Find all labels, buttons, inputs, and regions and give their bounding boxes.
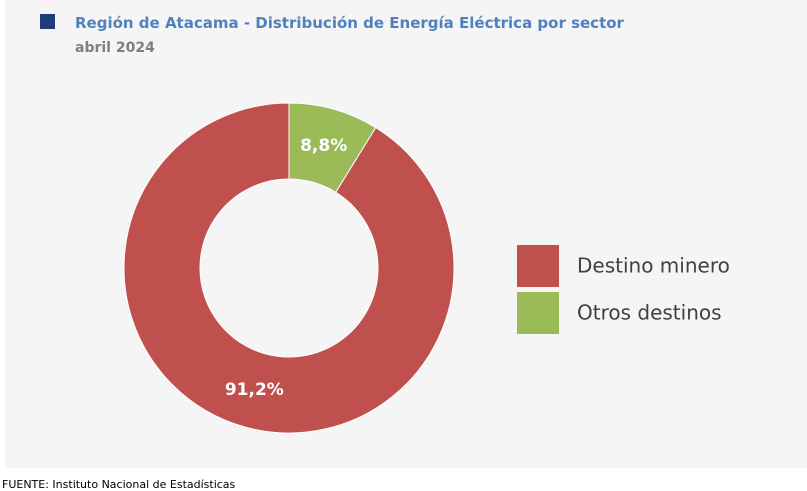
source-note: FUENTE: Instituto Nacional de Estadístic… (2, 478, 236, 491)
title-icon (40, 14, 55, 29)
pie-slice (288, 102, 377, 193)
legend-label: Otros destinos (577, 301, 722, 325)
legend-label: Destino minero (577, 254, 730, 278)
legend-swatch (517, 245, 559, 287)
chart-subtitle: abril 2024 (75, 40, 155, 56)
chart-title: Región de Atacama - Distribución de Ener… (75, 14, 625, 32)
data-label: 8,8% (300, 136, 347, 156)
pie-slice (123, 102, 455, 434)
legend-swatch (517, 292, 559, 334)
data-label: 91,2% (225, 380, 284, 400)
